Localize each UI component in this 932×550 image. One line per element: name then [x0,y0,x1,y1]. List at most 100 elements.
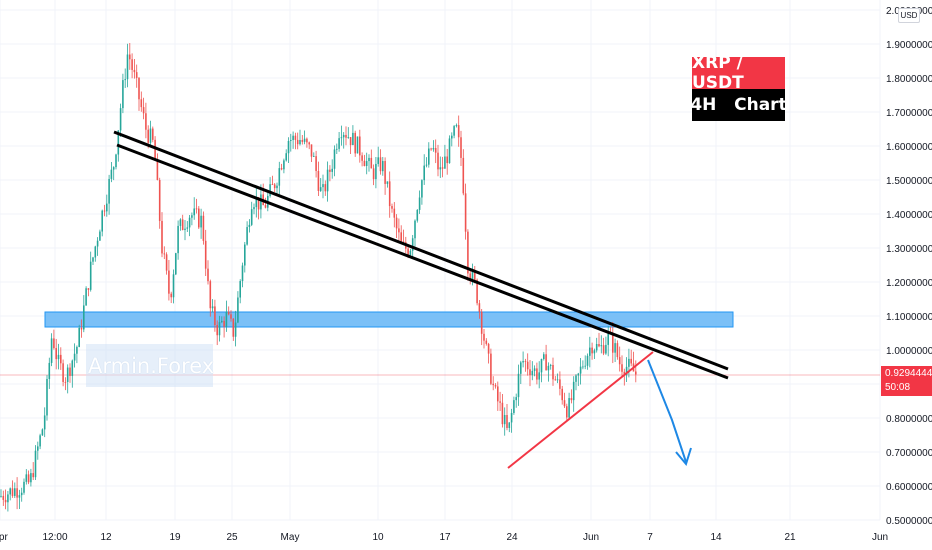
candle-body [315,156,317,171]
x-tick-label: 7 [647,532,653,543]
candle-body [85,288,87,306]
candle-body [18,495,21,498]
candle-body [352,132,354,146]
candle-body [487,343,490,354]
candle-body [27,474,30,483]
x-tick-label: 12:00 [42,532,67,543]
candle-body [497,386,499,402]
candle-body [248,224,251,228]
x-tick-label: May [281,532,300,543]
currency-label[interactable]: USD [898,8,920,23]
candle-body [444,156,446,169]
candle-body [76,346,78,354]
candle-body [0,495,2,497]
candle-body [368,157,370,162]
candle-body [283,160,285,170]
candle-body [411,238,414,251]
candle-body [572,381,575,401]
candle-body [529,369,531,376]
candle-body [20,492,23,496]
candle-body [269,184,271,196]
candle-body [586,355,589,366]
time-axis[interactable]: Apr 12:00 12 19 25 May 10 17 24 Jun 7 14 21 Jun [0,532,888,543]
candle-body [165,254,168,271]
candle-body [147,129,149,143]
candle-body [43,415,46,430]
candle-body [48,362,51,379]
y-tick-label: 1.10000000 [886,312,932,323]
candle-body [616,343,619,358]
candle-body [526,361,529,370]
candle-body [630,358,632,364]
price-axis[interactable]: 2.000000001.900000001.800000001.70000000… [886,6,932,527]
candle-body [402,241,405,243]
candle-body [607,331,609,345]
candle-body [168,270,170,294]
candle-body [207,268,209,282]
candle-body [71,360,74,376]
candle-body [138,77,140,100]
candle-body [296,139,299,145]
candle-body [179,219,182,226]
candle-body [285,153,287,161]
candle-body [441,167,444,169]
candle-body [156,159,159,180]
candle-body [299,140,301,145]
candle-body [425,164,428,166]
candle-body [195,208,198,210]
candle-body [448,138,451,164]
candle-body [308,142,310,145]
candle-body [177,225,179,254]
candle-body [108,178,110,204]
candle-body [453,126,455,136]
candle-body [437,152,439,170]
candle-body [538,372,540,380]
candle-body [11,488,14,496]
candle-body [87,288,90,290]
candle-body [536,368,538,380]
candle-body [244,244,246,266]
candle-body [485,340,488,344]
candle-body [209,281,212,309]
candle-body [221,320,223,323]
candle-body [69,367,71,376]
candle-body [329,169,331,172]
candle-body [492,383,494,386]
candle-body [400,232,402,242]
candle-body [241,265,244,282]
candle-body [23,481,25,493]
candle-body [264,205,267,208]
candle-body [276,185,278,189]
candle-body [625,366,628,376]
candle-body [170,293,172,298]
candle-body [303,138,306,142]
candle-body [349,137,352,146]
candle-body [124,79,126,81]
candle-body [347,137,350,138]
x-tick-label: Apr [0,532,8,543]
candle-body [158,179,161,221]
candle-body [478,303,481,312]
candle-body [191,215,193,218]
candle-body [216,325,218,336]
candle-body [60,354,62,364]
candle-body [181,219,184,230]
candle-body [117,130,120,155]
candle-body [142,107,145,114]
support-trendline [507,351,654,469]
candle-body [602,345,605,354]
candle-body [333,149,336,169]
y-tick-label: 1.50000000 [886,176,932,187]
candle-body [223,320,225,327]
candle-body [246,227,248,245]
candle-body [345,134,347,138]
candle-body [501,402,504,425]
candle-body [388,181,391,207]
resistance-zone [44,311,734,328]
candle-body [375,163,377,180]
candle-body [409,250,412,256]
y-tick-label: 1.30000000 [886,244,932,255]
candle-body [490,353,492,384]
